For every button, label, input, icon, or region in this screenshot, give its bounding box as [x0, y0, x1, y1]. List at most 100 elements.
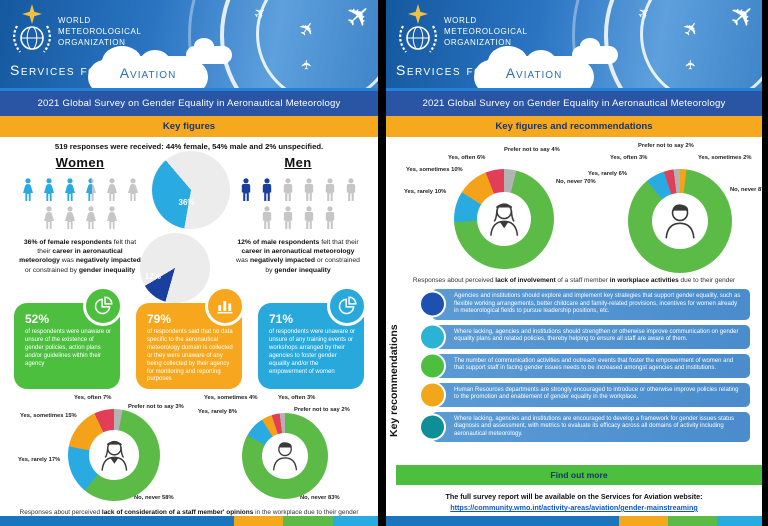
donut-label-rarely: Yes, rarely 10% — [404, 189, 447, 195]
donut-label-rarely: Yes, rarely 8% — [198, 409, 237, 415]
page-header: ✈ ✈ ✈ ✈ World Meteorological Organizatio… — [0, 0, 378, 88]
page-content: Yes, often 6% Prefer not to say 4% Yes, … — [386, 137, 762, 516]
women-heading: Women — [55, 155, 105, 170]
stat-text: of respondents were unaware or unsure of… — [269, 329, 356, 375]
donut-chart-women-involvement — [454, 169, 554, 269]
pie-value-label: 12% — [144, 272, 161, 282]
find-out-more-banner: Find out more — [396, 465, 762, 485]
banner-title: 2021 Global Survey on Gender Equality in… — [0, 91, 378, 116]
donut-label-sometimes: Yes, sometimes 15% — [20, 413, 77, 419]
donut-label-never: No, never 87% — [730, 187, 762, 193]
donut-label-rarely: Yes, rarely 6% — [588, 171, 627, 177]
footer-stripe — [386, 516, 762, 526]
recommendation-bullet — [419, 323, 446, 350]
women-column: Women 36% of female respondents felt tha… — [14, 155, 146, 275]
woman-avatar-icon — [489, 203, 519, 236]
donut-label-rarely: Yes, rarely 17% — [18, 457, 61, 463]
cloud — [186, 38, 232, 64]
org-name-line: World — [58, 16, 91, 25]
banner-title: 2021 Global Survey on Gender Equality in… — [386, 91, 762, 116]
recommendations-list: Agencies and institutions should explore… — [419, 289, 750, 447]
donut-label-prefer: Prefer not to say 4% — [504, 147, 560, 153]
donut-hole — [89, 430, 139, 480]
responses-summary: 519 responses were received: 44% female,… — [54, 142, 324, 151]
stripe-blue — [386, 516, 620, 526]
stat-card-training-events: 71% of respondents were unaware or unsur… — [258, 286, 367, 389]
contrail-arc — [640, 0, 762, 88]
donut-box-women-consideration: Yes, often 7% Prefer not to say 3% Yes, … — [16, 393, 206, 507]
donut-label-prefer: Prefer not to say 2% — [294, 407, 350, 413]
donut-label-never: No, never 70% — [556, 179, 596, 185]
donut-label-often: Yes, often 6% — [448, 155, 486, 161]
donut-caption: Responses about perceived lack of consid… — [19, 509, 359, 516]
men-column: Men 12% of male respondents felt that th… — [232, 155, 364, 275]
donut-label-prefer: Prefer not to say 3% — [128, 404, 184, 410]
aviation-label: Aviation — [119, 65, 177, 81]
man-icon — [304, 178, 313, 201]
page-content: 519 responses were received: 44% female,… — [0, 137, 378, 516]
donut-label-sometimes: Yes, sometimes 10% — [406, 167, 463, 173]
pie-chart-icon — [83, 286, 123, 326]
stat-percent: 79% — [147, 312, 172, 326]
donut-label-often: Yes, often 7% — [74, 395, 112, 401]
stripe-green — [667, 516, 717, 526]
survey-report-link[interactable]: https://community.wmo.int/activity-areas… — [450, 503, 698, 512]
contrail-arc — [572, 0, 762, 88]
recommendation-text: The number of communication activities a… — [454, 357, 734, 372]
footer-stripe — [0, 516, 378, 526]
donut-caption: Responses about perceived lack of involv… — [412, 277, 736, 284]
donut-box-men-involvement: Prefer not to say 2% Yes, often 3% Yes, … — [586, 143, 762, 273]
section-title: Key figures and recommendations — [386, 116, 762, 137]
org-name-line: Organization — [58, 37, 126, 47]
woman-icon — [85, 206, 96, 229]
airplane-icon: ✈ — [299, 59, 315, 70]
woman-icon — [127, 178, 138, 201]
page-header: ✈ ✈ ✈ ✈ World Meteorological Organizatio… — [386, 0, 762, 88]
header-divider — [386, 88, 762, 91]
donut-chart-women-consideration — [68, 409, 160, 501]
man-icon — [283, 178, 292, 201]
women-stat-text: 36% of female respondents felt that thei… — [19, 239, 141, 274]
woman-icon — [22, 178, 33, 201]
contrail-arc — [604, 0, 762, 88]
org-name: World Meteorological Organization — [444, 16, 528, 48]
donut-box-men-consideration: Yes, sometimes 4% Yes, often 3% Prefer n… — [196, 393, 374, 507]
header-divider — [0, 88, 378, 91]
man-icon — [262, 206, 271, 229]
man-icon — [241, 178, 250, 201]
pie-value-label: 36% — [178, 197, 195, 207]
org-name-line: World — [444, 16, 477, 25]
men-pictogram — [232, 178, 364, 230]
stat-text: of respondents were unaware or unsure of… — [25, 329, 112, 367]
pie-chart-icon — [327, 286, 367, 326]
woman-icon — [64, 178, 75, 201]
recommendation-item: The number of communication activities a… — [419, 352, 750, 379]
recommendation-text: Where lacking, agencies and institutions… — [454, 328, 739, 343]
stat-percent: 52% — [25, 312, 50, 326]
stat-text: of respondents said that no data specifi… — [147, 329, 233, 383]
infographic-page-recommendations: ✈ ✈ ✈ ✈ World Meteorological Organizatio… — [386, 0, 762, 526]
cloud — [572, 38, 618, 64]
donut-label-sometimes: Yes, sometimes 2% — [698, 155, 752, 161]
donut-hole — [477, 192, 531, 246]
woman-icon — [106, 206, 117, 229]
women-pictogram — [14, 178, 146, 230]
woman-icon — [64, 206, 75, 229]
stripe-blue — [0, 516, 235, 526]
donut-box-women-involvement: Yes, often 6% Prefer not to say 4% Yes, … — [404, 143, 609, 273]
donut-label-sometimes: Yes, sometimes 4% — [204, 395, 258, 401]
recommendation-item: Where lacking, agencies and institutions… — [419, 323, 750, 350]
stat-percent: 71% — [269, 312, 294, 326]
men-heading: Men — [284, 155, 312, 170]
donut-label-often: Yes, often 3% — [610, 155, 648, 161]
stripe-cyan — [716, 516, 762, 526]
woman-icon — [106, 178, 117, 201]
man-icon — [304, 206, 313, 229]
airplane-icon: ✈ — [683, 59, 699, 70]
recommendation-bullet — [419, 290, 446, 318]
section-title: Key figures — [0, 116, 378, 137]
org-name-line: Meteorological — [444, 26, 528, 36]
man-avatar-icon — [272, 442, 298, 471]
org-name-line: Meteorological — [58, 26, 142, 36]
recommendation-text: Human Resources departments are strongly… — [454, 386, 739, 401]
